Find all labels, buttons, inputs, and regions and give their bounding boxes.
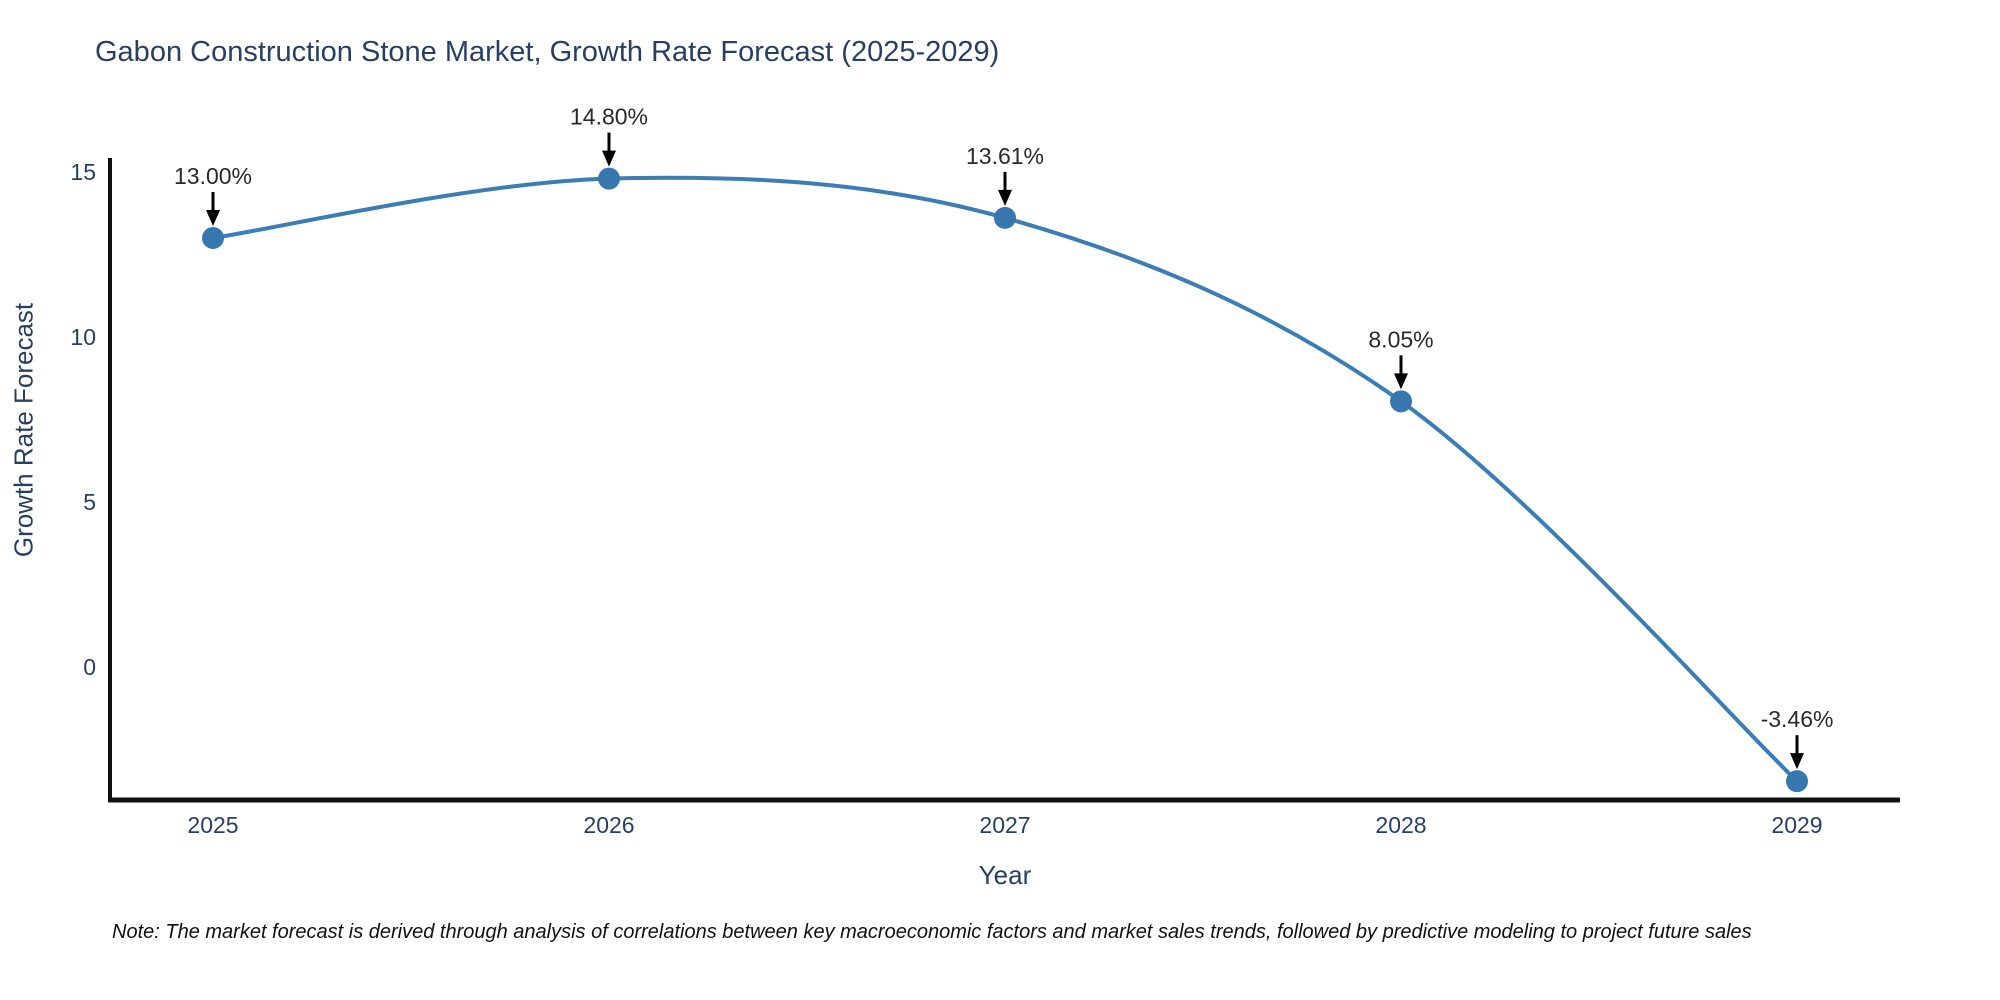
x-tick-label: 2026 — [583, 812, 634, 838]
x-tick-label: 2028 — [1375, 812, 1426, 838]
data-point-marker-2025 — [202, 227, 224, 249]
y-tick-label: 5 — [83, 489, 96, 515]
footnote: Note: The market forecast is derived thr… — [112, 921, 1752, 943]
point-annotation-label: 8.05% — [1368, 326, 1433, 352]
y-tick-label: 0 — [83, 654, 96, 680]
chart-title: Gabon Construction Stone Market, Growth … — [95, 36, 1000, 68]
data-point-marker-2026 — [598, 167, 620, 190]
point-annotation-label: -3.46% — [1761, 706, 1834, 732]
y-tick-label: 15 — [70, 159, 96, 185]
data-point-marker-2027 — [994, 206, 1016, 229]
point-annotation-label: 13.61% — [966, 143, 1044, 169]
x-tick-label: 2029 — [1771, 812, 1822, 838]
data-point-marker-2029 — [1786, 770, 1808, 793]
annotation-arrowhead — [1790, 753, 1804, 770]
x-tick-label: 2027 — [979, 812, 1030, 838]
y-axis-title: Growth Rate Forecast — [8, 302, 39, 558]
annotation-arrowhead — [1394, 373, 1408, 390]
annotation-arrowhead — [998, 189, 1012, 206]
x-axis-title: Year — [978, 860, 1032, 890]
x-tick-label: 2025 — [187, 812, 238, 838]
point-annotation-label: 13.00% — [174, 163, 252, 189]
y-tick-label: 10 — [70, 324, 96, 350]
forecast-line — [212, 175, 1799, 783]
annotation-arrowhead — [602, 150, 616, 167]
point-annotation-label: 14.80% — [570, 104, 648, 130]
data-point-marker-2028 — [1390, 390, 1412, 413]
annotation-arrowhead — [206, 210, 220, 226]
